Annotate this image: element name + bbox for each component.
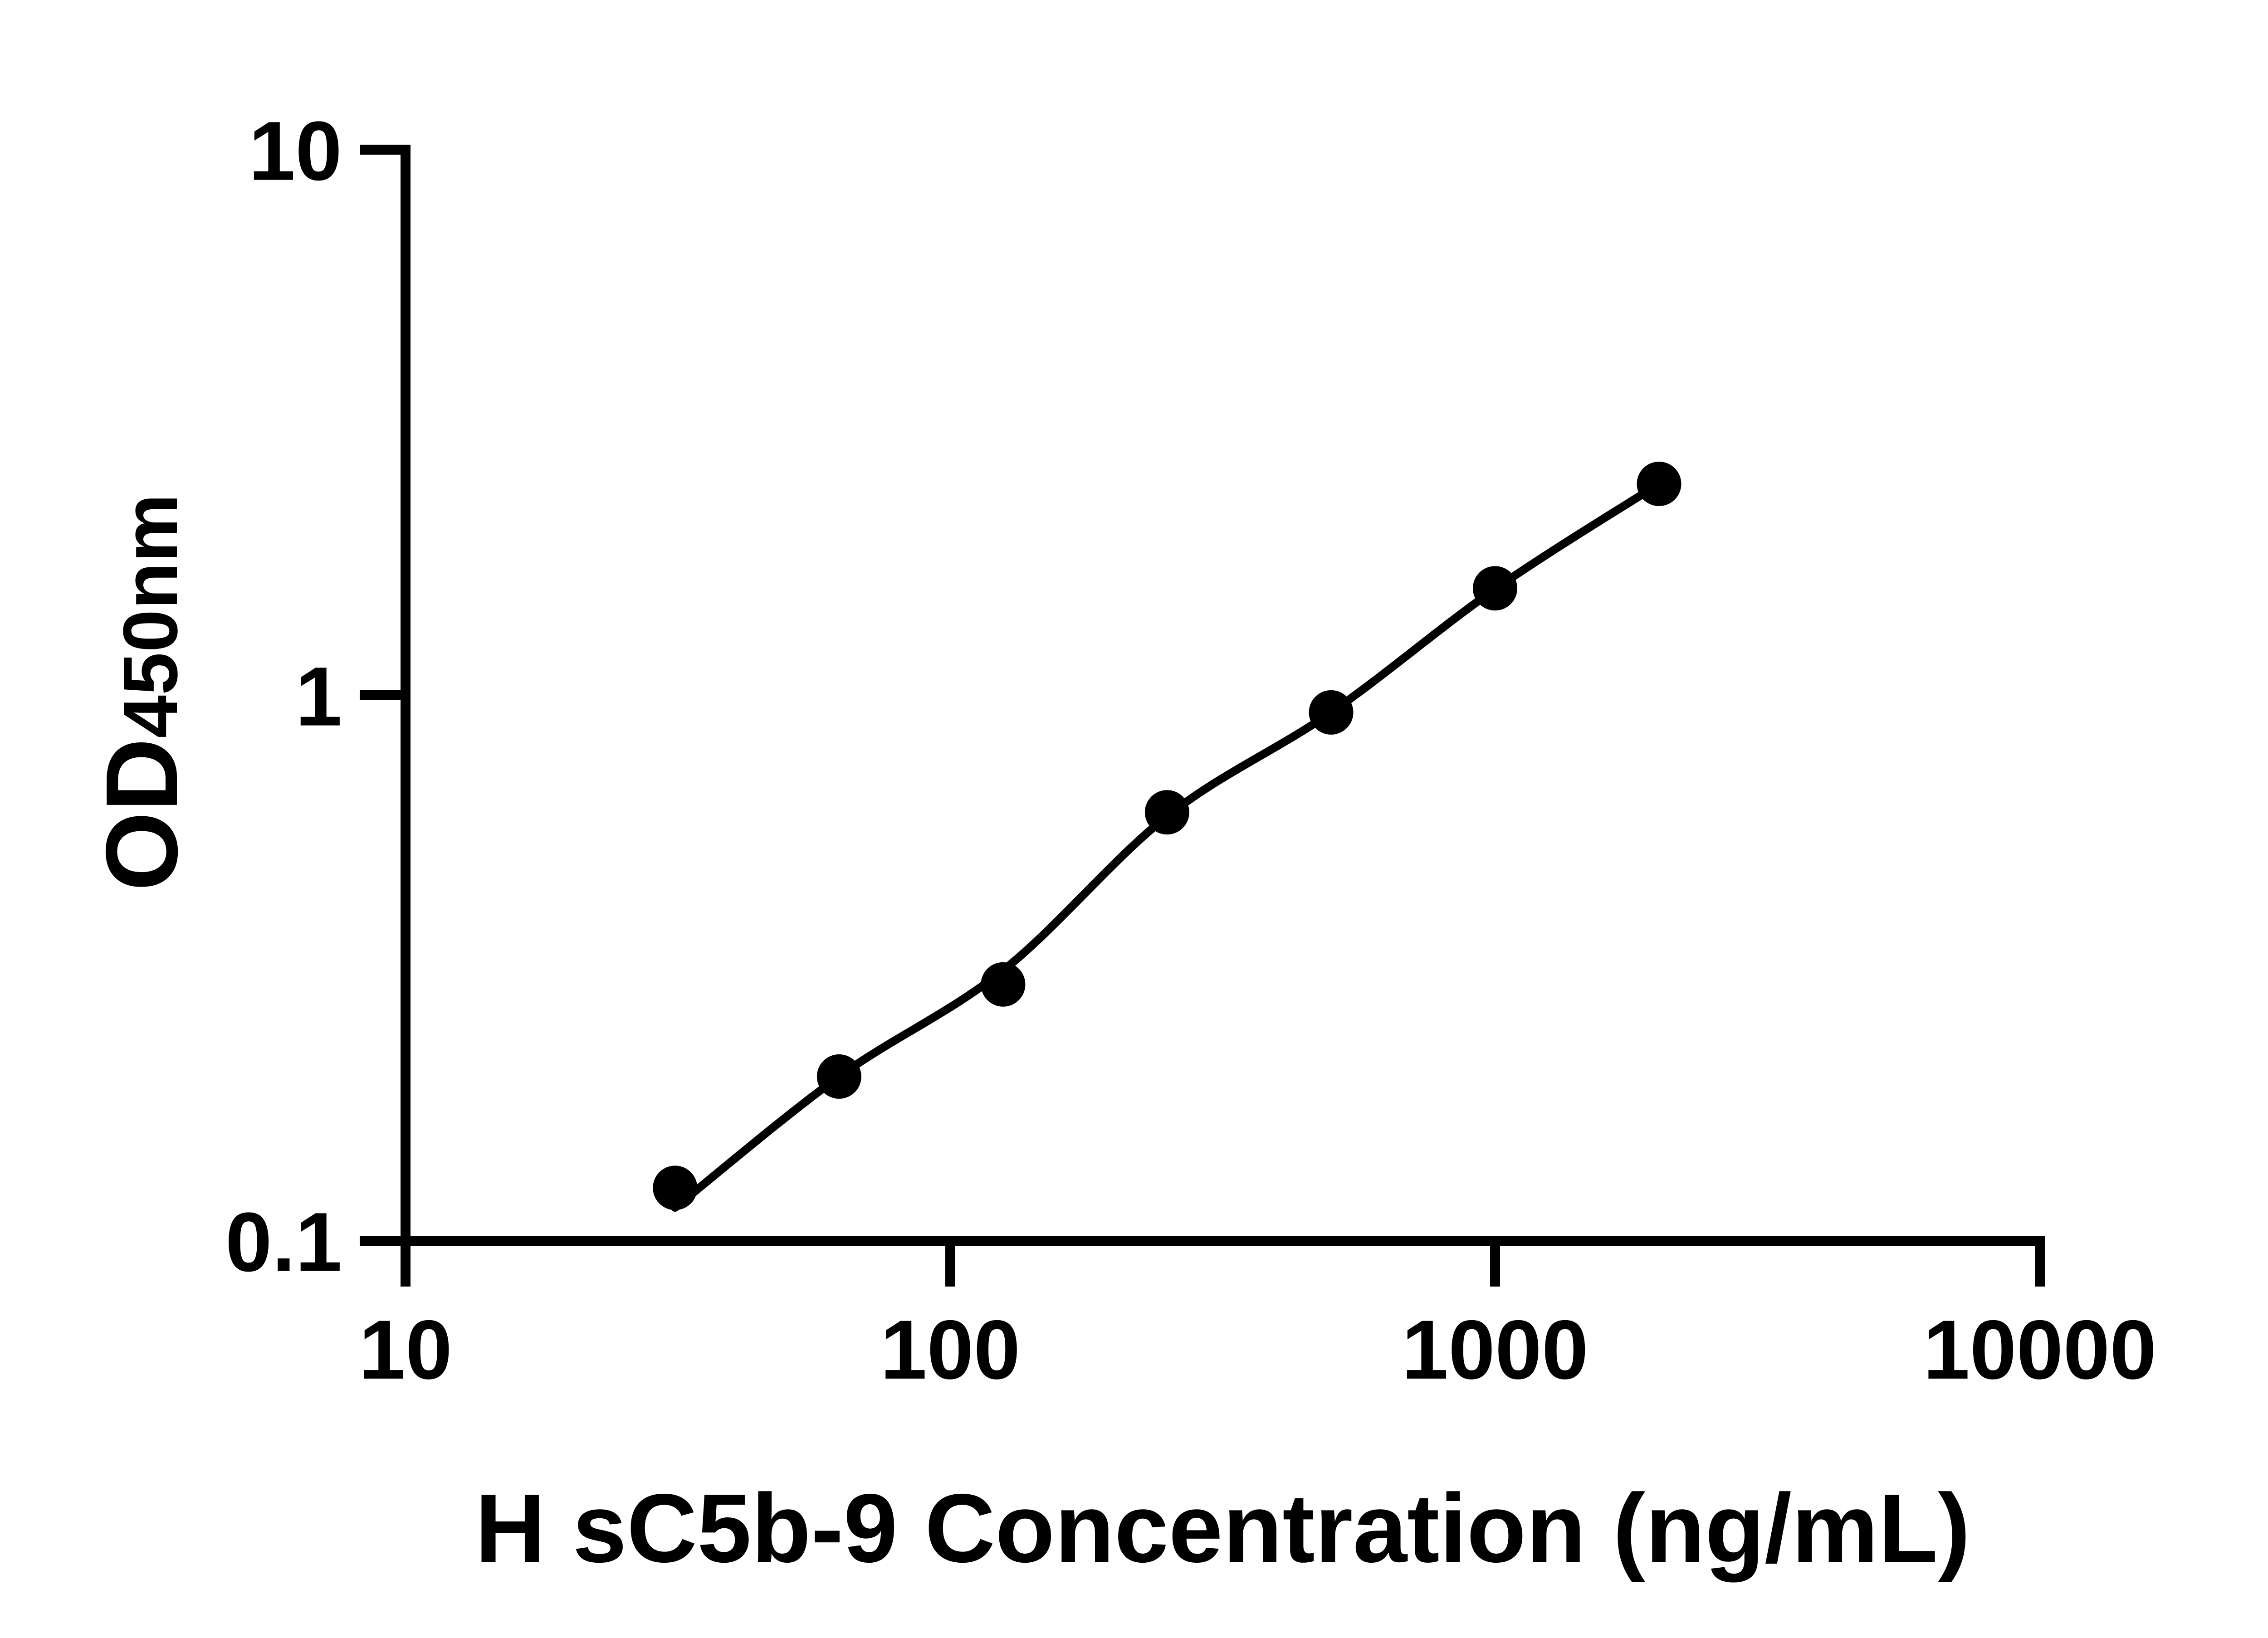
- y-axis-line: [360, 145, 411, 1287]
- y-axis-title-sub: 450nm: [108, 493, 194, 738]
- data-point-x1000: [1473, 566, 1517, 611]
- data-point-x125: [981, 962, 1026, 1007]
- y-tick-label-10: 10: [249, 105, 342, 198]
- x-tick-label-10: 10: [359, 1303, 452, 1397]
- x-axis-title: H sC5b-9 Concentration (ng/mL): [475, 1473, 1970, 1583]
- data-point-x500: [1309, 690, 1354, 735]
- x-tick-label-10000: 10000: [1923, 1303, 2156, 1397]
- data-point-x62.5: [816, 1054, 861, 1099]
- data-point-x2000: [1637, 462, 1681, 506]
- x-tick-label-100: 100: [880, 1303, 1021, 1397]
- data-point-x31.25: [653, 1165, 698, 1210]
- y-tick-label-0.1: 0.1: [225, 1196, 342, 1289]
- x-axis-line: [360, 1236, 2045, 1287]
- x-tick-label-1000: 1000: [1402, 1303, 1589, 1397]
- y-axis-title: OD450nm: [78, 494, 205, 892]
- y-tick-label-1: 1: [295, 650, 342, 744]
- y-axis-title-main: OD: [84, 738, 199, 892]
- data-point-x250: [1144, 790, 1189, 835]
